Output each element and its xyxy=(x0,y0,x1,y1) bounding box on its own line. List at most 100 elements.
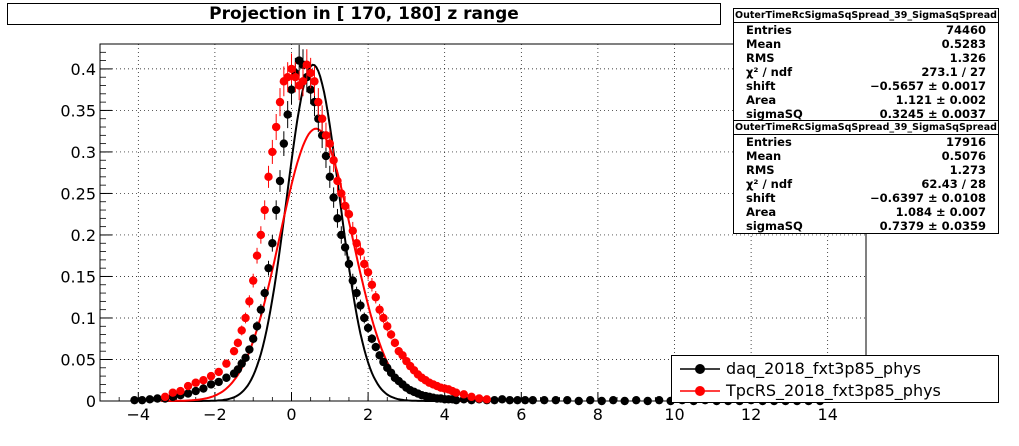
data-point xyxy=(183,381,193,391)
data-point xyxy=(137,395,147,405)
data-point xyxy=(287,85,296,94)
data-point xyxy=(256,305,266,314)
data-point xyxy=(268,147,277,157)
stats-row: sigmaSQ 0.7379 ± 0.0359 xyxy=(734,219,998,233)
legend-marker-daq xyxy=(680,364,720,374)
data-point xyxy=(245,297,254,306)
data-point xyxy=(348,226,357,236)
stats-label: Entries xyxy=(746,135,792,149)
data-point xyxy=(145,395,154,404)
data-point xyxy=(329,193,338,202)
data-point xyxy=(540,395,549,405)
data-point xyxy=(333,214,342,223)
data-point xyxy=(314,97,323,107)
data-point xyxy=(325,139,334,148)
data-point xyxy=(360,259,369,269)
data-point xyxy=(176,386,185,396)
data-point xyxy=(199,384,208,393)
data-point xyxy=(283,73,292,82)
data-point xyxy=(199,376,208,385)
chart-title: Projection in [ 170, 180] z range xyxy=(7,3,721,25)
data-point xyxy=(241,353,250,363)
data-point xyxy=(271,122,281,132)
data-point xyxy=(340,201,350,211)
data-point xyxy=(520,395,530,405)
stats-value: −0.5657 ± 0.0017 xyxy=(869,79,986,93)
stats-value: 0.3245 ± 0.0037 xyxy=(879,107,986,121)
data-point xyxy=(275,176,285,186)
data-point xyxy=(249,334,258,343)
stats-row: sigmaSQ 0.3245 ± 0.0037 xyxy=(734,107,998,121)
data-point xyxy=(586,395,595,405)
data-point xyxy=(153,394,162,403)
y-tick-label: 0 xyxy=(86,392,96,411)
data-point xyxy=(597,396,606,406)
data-point xyxy=(183,389,193,398)
data-point xyxy=(298,77,308,86)
data-point xyxy=(325,172,334,182)
data-point xyxy=(386,330,396,339)
data-point xyxy=(383,322,392,331)
stats-value: 273.1 / 27 xyxy=(921,65,986,79)
data-point xyxy=(245,345,254,354)
data-point xyxy=(302,60,312,69)
data-point xyxy=(321,131,331,140)
legend: daq_2018_fxt3p85_phys TpcRS_2018_fxt3p85… xyxy=(671,355,999,403)
data-point xyxy=(654,395,664,405)
data-point xyxy=(283,110,292,119)
stats-value: 62.43 / 28 xyxy=(921,177,986,191)
data-point xyxy=(632,395,641,405)
stats-row: Entries 74460 xyxy=(734,23,998,37)
data-point xyxy=(168,388,177,397)
data-point xyxy=(356,301,365,310)
data-point xyxy=(256,230,266,240)
data-point xyxy=(329,156,338,165)
data-point xyxy=(344,259,354,269)
data-point xyxy=(241,313,250,323)
x-tick-label: −2 xyxy=(203,405,227,424)
data-point xyxy=(352,288,361,298)
stats-label: sigmaSQ xyxy=(746,107,803,121)
data-point xyxy=(317,114,327,123)
stats-row: Mean 0.5076 xyxy=(734,149,998,163)
data-point xyxy=(306,85,315,94)
data-point xyxy=(505,395,515,405)
data-point xyxy=(214,377,223,387)
stats-value: 1.326 xyxy=(949,51,986,65)
y-tick-label: 0.25 xyxy=(60,184,96,203)
data-point xyxy=(191,378,200,387)
data-point xyxy=(130,395,139,405)
stats-value: 0.5283 xyxy=(941,37,986,51)
data-point xyxy=(222,359,231,368)
data-point xyxy=(260,205,269,215)
stats-row: χ² / ndf 62.43 / 28 xyxy=(734,177,998,191)
stats-row: RMS 1.273 xyxy=(734,163,998,177)
data-point xyxy=(474,394,484,403)
y-tick-label: 0.35 xyxy=(60,101,96,120)
data-point xyxy=(467,392,476,402)
legend-entry-tpcrs: TpcRS_2018_fxt3p85_phys xyxy=(672,380,998,402)
data-point xyxy=(337,189,346,198)
stats-row: shift −0.6397 ± 0.0108 xyxy=(734,191,998,205)
stats-value: 1.273 xyxy=(949,163,986,177)
data-point xyxy=(237,326,246,335)
data-point xyxy=(482,395,492,404)
data-point xyxy=(459,390,469,399)
data-point xyxy=(279,139,289,148)
data-point xyxy=(363,268,373,277)
data-point xyxy=(271,205,281,215)
data-point xyxy=(260,288,269,298)
stats-value: 1.084 ± 0.007 xyxy=(895,205,986,219)
data-point xyxy=(268,239,277,248)
data-point xyxy=(340,243,350,252)
data-point xyxy=(375,305,384,314)
data-point xyxy=(306,68,315,78)
stats-box-daq: OuterTimeRcSigmaSqSpread_39_SigmaSqSprea… xyxy=(733,8,999,122)
data-point xyxy=(344,209,354,219)
data-point xyxy=(214,367,223,377)
data-point xyxy=(191,386,200,396)
y-tick-label: 0.4 xyxy=(71,60,96,79)
data-point xyxy=(390,338,400,348)
y-tick-label: 0.1 xyxy=(71,309,96,328)
